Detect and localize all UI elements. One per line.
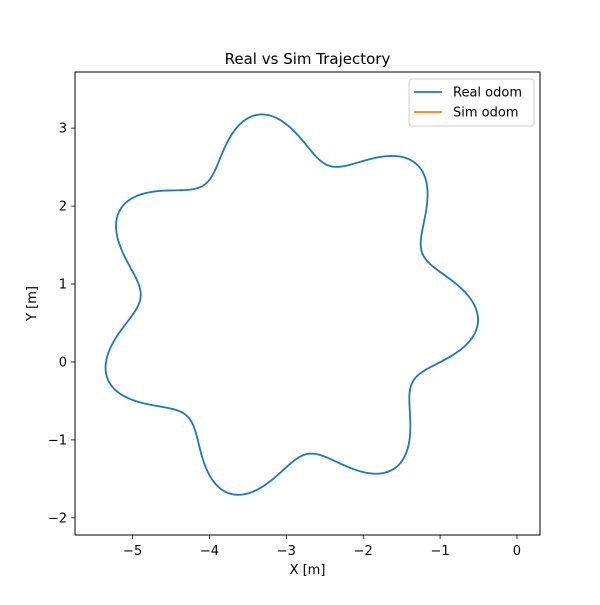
chart-title: Real vs Sim Trajectory <box>225 50 391 68</box>
series-line-real-odom <box>104 113 479 496</box>
y-tick-label: 1 <box>59 278 67 293</box>
y-tick-label: 2 <box>59 200 67 215</box>
x-axis-label: X [m] <box>290 563 326 578</box>
x-tick-label: −5 <box>123 544 142 559</box>
series-layer <box>104 113 479 496</box>
legend-box <box>408 78 535 127</box>
x-tick-label: −4 <box>200 544 219 559</box>
y-axis-label: Y [m] <box>25 286 40 322</box>
plot-frame <box>74 71 541 536</box>
y-tick-label: −1 <box>48 433 67 448</box>
legend: Real odom Sim odom <box>408 78 535 127</box>
y-tick-label: −2 <box>48 511 67 526</box>
y-tick-label: 3 <box>59 122 67 137</box>
y-tick-label: 0 <box>59 355 67 370</box>
y-axis-ticks: −2 −1 0 1 2 3 <box>48 122 75 526</box>
x-tick-label: −3 <box>277 544 296 559</box>
x-tick-label: 0 <box>513 544 521 559</box>
x-tick-label: −1 <box>430 544 449 559</box>
legend-label-real-odom: Real odom <box>453 86 522 101</box>
legend-label-sim-odom: Sim odom <box>453 106 518 121</box>
x-axis-ticks: −5 −4 −3 −2 −1 0 <box>123 535 521 559</box>
x-tick-label: −2 <box>354 544 373 559</box>
